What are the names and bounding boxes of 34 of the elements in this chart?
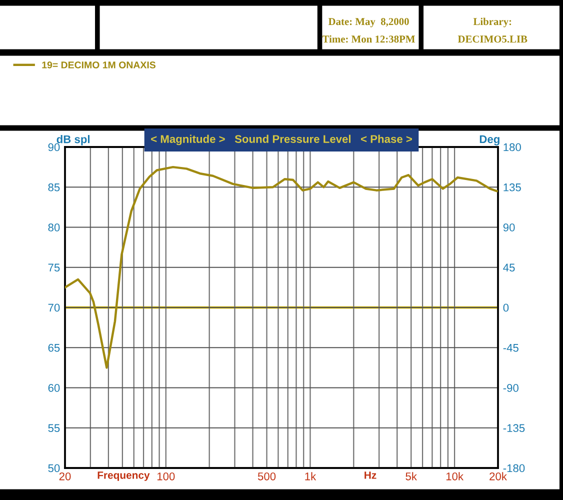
y-tick-label: 70 [48,304,60,312]
y2-tick-label: -90 [503,384,518,392]
x-tick-label: 10k [446,472,464,480]
y-tick-label: 75 [48,264,60,272]
x-tick-label: 20 [59,472,71,480]
x-tick-label: 100 [157,472,175,480]
text: Frequency [98,472,150,481]
text: Date: May 8,2000 [328,18,409,28]
x-tick-label: 5k [406,472,417,480]
y-tick-label: 60 [48,384,60,392]
y2-tick-label: 135 [504,183,521,192]
y2-tick-label: 0 [503,304,509,312]
y-tick-label: 65 [48,344,60,352]
y-tick-label: 85 [48,183,60,192]
y2-tick-label: -45 [503,344,518,352]
y2-tick-label: 45 [503,264,515,272]
x-tick-label: 1k [305,472,316,480]
x-tick-label: 20k [490,472,507,480]
y2-tick-label: 90 [503,224,515,232]
y-tick-label: 80 [48,224,60,232]
y2-axis-title: Deg [480,135,500,146]
legend-label: 19= DECIMO 1M ONAXIS [42,62,156,68]
x-tick-label: 500 [258,472,276,480]
y-tick-label: 50 [48,464,60,472]
chart-title: < Magnitude > Sound Pressure Level < Phase > [151,134,412,146]
y-tick-label: 90 [48,143,60,152]
y2-tick-label: 180 [504,143,521,152]
text: Hz [364,472,376,479]
y-tick-label: 55 [48,424,60,432]
y2-tick-label: -135 [503,424,525,432]
text: Time: Mon 12:38PM [322,35,415,43]
text: Library: [473,18,512,28]
text: DECIMO5.LIB [458,36,528,43]
y2-tick-label: -180 [503,464,525,472]
